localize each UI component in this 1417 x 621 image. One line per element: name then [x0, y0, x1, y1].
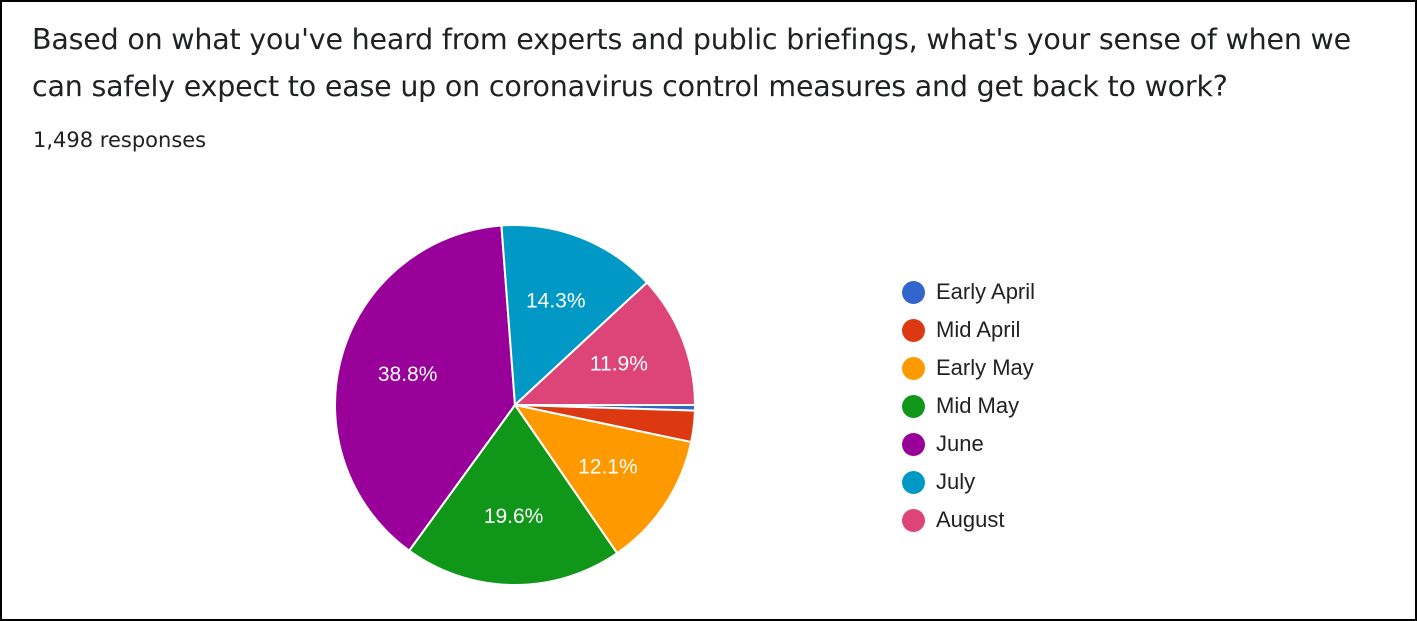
- legend-label: Early April: [936, 279, 1036, 304]
- legend-swatch: [902, 470, 925, 494]
- pie-slice-mid-may[interactable]: [407, 403, 619, 586]
- legend-swatch: [902, 318, 925, 342]
- pie-slice-july[interactable]: [500, 224, 649, 408]
- pie-slice-early-may[interactable]: [512, 403, 693, 555]
- question-title: Based on what you've heard from experts …: [32, 23, 1351, 103]
- legend-item-early-may[interactable]: Early May: [902, 349, 1035, 387]
- legend-label: Early May: [936, 355, 1034, 380]
- response-count: 1,498 responses: [33, 128, 207, 152]
- legend-swatch: [902, 432, 925, 456]
- legend-swatch: [902, 356, 925, 380]
- pie-label-mid-may: 19.6%: [484, 505, 544, 528]
- legend-item-august[interactable]: August: [902, 501, 1035, 539]
- legend-label: June: [936, 431, 984, 456]
- pie-label-early-may: 12.1%: [578, 455, 638, 478]
- legend-item-july[interactable]: July: [902, 463, 1035, 501]
- legend-label: July: [936, 469, 976, 494]
- legend-item-mid-may[interactable]: Mid May: [902, 387, 1035, 425]
- legend-label: August: [936, 507, 1005, 532]
- legend-swatch: [902, 508, 925, 532]
- legend-item-june[interactable]: June: [902, 425, 1035, 463]
- legend-label: Mid April: [936, 317, 1021, 342]
- pie-label-july: 14.3%: [526, 290, 586, 313]
- pie-slice-june[interactable]: [334, 224, 517, 553]
- pie-label-june: 38.8%: [378, 363, 438, 386]
- pie-slice-august[interactable]: [512, 281, 697, 406]
- legend-item-mid-april[interactable]: Mid April: [902, 311, 1035, 349]
- chart-legend: Early April Mid April Early May Mid May June…: [902, 273, 1035, 539]
- pie-label-august: 11.9%: [590, 353, 648, 376]
- legend-swatch: [902, 394, 925, 418]
- legend-item-early-april[interactable]: Early April: [902, 273, 1035, 311]
- legend-label: Mid May: [936, 393, 1020, 418]
- legend-swatch: [902, 280, 925, 304]
